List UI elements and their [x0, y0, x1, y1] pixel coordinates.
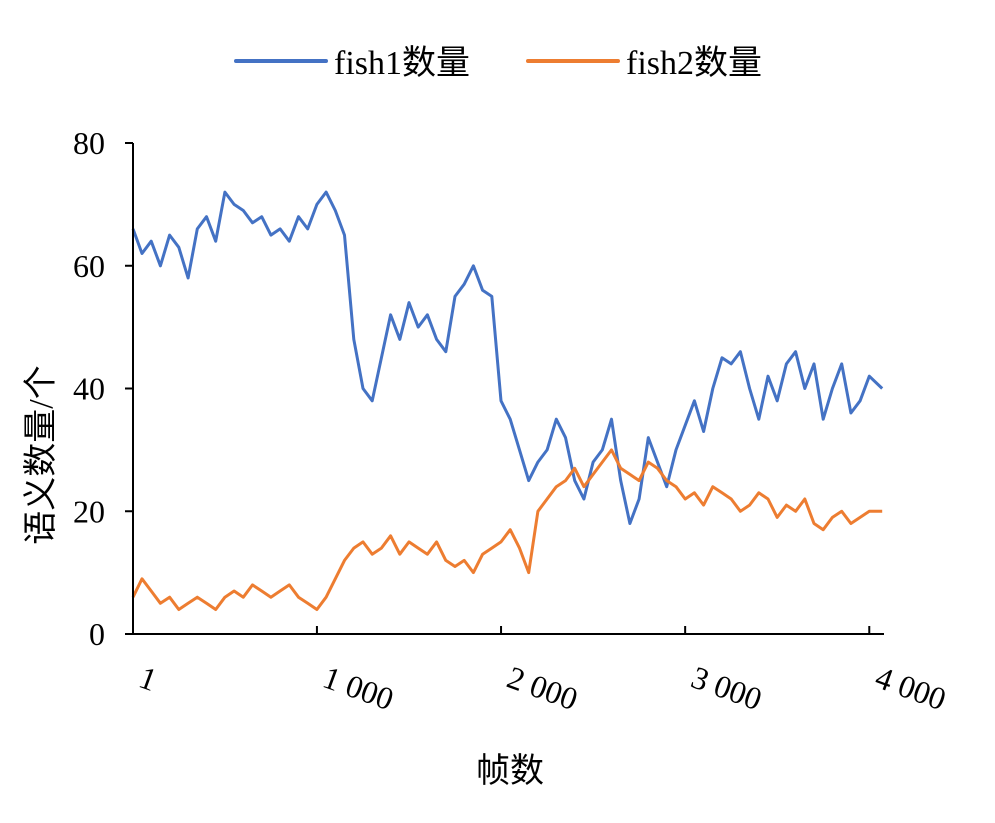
x-tick-label: 4 000: [871, 659, 951, 717]
legend-label-fish2: fish2数量: [626, 44, 762, 82]
series-line-1: [131, 190, 884, 525]
x-axis-title: 帧数: [476, 752, 544, 790]
y-ticks: 0 20 40 60 80: [73, 125, 133, 652]
x-tick-label: 2 000: [503, 659, 583, 717]
y-tick-label: 0: [89, 616, 105, 652]
series-layer: [131, 190, 884, 611]
series-line-2: [131, 448, 883, 611]
legend: fish1数量 fish2数量: [234, 44, 762, 82]
y-tick-label: 20: [73, 493, 105, 529]
x-tick-label: 1 000: [319, 659, 399, 717]
x-tick-label: 3 000: [687, 659, 767, 717]
x-ticks: 1 1 000 2 000 3 000 4 000: [132, 626, 951, 717]
x-tick-label: 1: [135, 659, 162, 698]
y-tick-label: 40: [73, 371, 105, 407]
legend-label-fish1: fish1数量: [334, 44, 470, 82]
y-axis-title: 语义数量/个: [22, 365, 60, 544]
y-tick-label: 60: [73, 248, 105, 284]
y-tick-label: 80: [73, 125, 105, 161]
